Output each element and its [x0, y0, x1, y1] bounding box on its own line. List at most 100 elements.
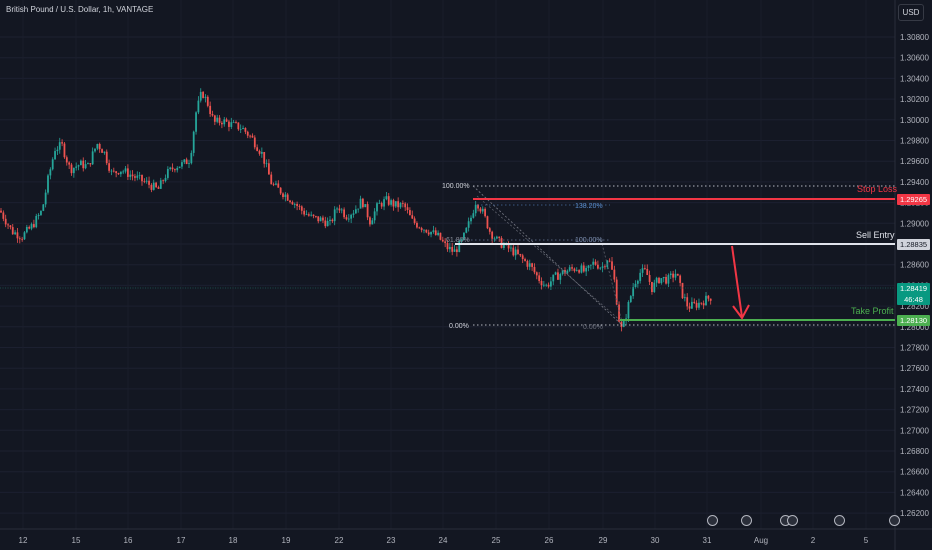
candle-body: [585, 267, 588, 272]
candle-body: [535, 272, 538, 276]
candle-body: [608, 260, 611, 262]
price-tick-label: 1.26600: [900, 468, 929, 477]
candle-body: [181, 162, 183, 167]
candle-body: [87, 163, 89, 165]
fib1-label-0: 0.00%: [449, 323, 469, 330]
candle-body: [122, 171, 125, 173]
candle-body: [216, 117, 219, 122]
flash-icon[interactable]: [707, 515, 718, 526]
us-flag-icon[interactable]: [787, 515, 798, 526]
candle-body: [557, 272, 559, 280]
candle-body: [91, 151, 94, 165]
candle-body: [148, 180, 150, 185]
price-tick-label: 1.27800: [900, 344, 929, 353]
candle-body: [542, 284, 545, 286]
price-tick-label: 1.29400: [900, 178, 929, 187]
candle-body: [277, 183, 280, 188]
candle-body: [653, 282, 656, 293]
candle-body: [467, 221, 470, 228]
candle-body: [164, 177, 167, 182]
candle-body: [486, 216, 489, 229]
candle-body: [371, 220, 374, 225]
candle-body: [305, 214, 308, 216]
price-tick-label: 1.28600: [900, 261, 929, 270]
candle-body: [399, 203, 402, 208]
candle-body: [639, 272, 642, 281]
candle-body: [209, 105, 212, 115]
candle-body: [235, 121, 237, 123]
candle-body: [611, 261, 613, 270]
candle-body: [430, 231, 432, 235]
fib2-label-100: 100.00%: [575, 237, 603, 244]
candle-body: [312, 214, 315, 217]
candle-body: [56, 149, 59, 152]
fib2-trend-line: [476, 195, 623, 323]
candle-body: [439, 232, 442, 240]
candle-body: [434, 230, 437, 236]
time-axis: 12 15 16 17 18 19 22 23 24 25 26 29 30 31 Aug 2 5: [19, 536, 869, 545]
candle-body: [40, 210, 42, 215]
us-flag-icon[interactable]: [889, 515, 900, 526]
candle-body: [51, 159, 54, 170]
candle-body: [665, 276, 667, 284]
candle-body: [33, 224, 35, 228]
fibonacci-retracement-1: 100.00% 0.00%: [442, 183, 895, 330]
candle-body: [512, 247, 515, 256]
candle-body: [103, 151, 106, 153]
time-tick-label: 12: [19, 536, 28, 545]
candle-body: [568, 267, 571, 271]
candle-body: [465, 227, 468, 233]
stop-loss-price-tag: 1.29265: [897, 194, 930, 205]
candle-body: [124, 168, 127, 172]
candle-body: [517, 249, 519, 254]
price-tick-label: 1.27600: [900, 364, 929, 373]
us-flag-icon[interactable]: [741, 515, 752, 526]
candle-body: [575, 270, 578, 271]
candle-body: [239, 128, 242, 130]
candle-body: [244, 127, 247, 132]
candle-body: [143, 181, 146, 183]
candle-body: [498, 236, 501, 239]
candle-body: [392, 200, 395, 207]
currency-button[interactable]: USD: [898, 4, 924, 21]
candle-body: [136, 175, 139, 178]
fib2-label-61: 61.80%: [446, 237, 470, 244]
candle-body: [383, 199, 385, 207]
candle-body: [683, 297, 686, 299]
candle-body: [319, 217, 322, 222]
time-tick-label: 16: [124, 536, 133, 545]
candle-body: [213, 115, 216, 122]
candle-body: [688, 306, 691, 309]
chart-grid: [0, 36, 895, 514]
candle-body: [582, 265, 585, 272]
candle-body: [451, 246, 454, 252]
candle-body: [615, 279, 618, 305]
candle-body: [669, 273, 672, 276]
candle-body: [49, 169, 52, 176]
candle-body: [199, 91, 202, 101]
candle-body: [331, 219, 334, 222]
time-tick-label: 15: [72, 536, 81, 545]
candle-body: [366, 204, 369, 218]
candle-body: [709, 298, 712, 301]
candle-body: [270, 174, 273, 185]
candle-body: [145, 180, 148, 182]
candle-body: [192, 131, 195, 153]
take-profit-price-tag: 1.28130: [897, 315, 930, 326]
candle-body: [329, 219, 331, 222]
candle-body: [202, 91, 204, 98]
candle-body: [7, 224, 9, 226]
candle-body: [634, 283, 637, 288]
candle-body: [369, 217, 371, 225]
candle-body: [256, 147, 259, 151]
price-tick-label: 1.26800: [900, 447, 929, 456]
candle-body: [47, 175, 49, 193]
candle-body: [263, 151, 266, 164]
candle-body: [491, 231, 494, 239]
candle-body: [218, 117, 221, 123]
candle-body: [54, 151, 56, 160]
candle-body: [672, 273, 674, 278]
us-flag-icon[interactable]: [834, 515, 845, 526]
candle-body: [14, 232, 16, 235]
